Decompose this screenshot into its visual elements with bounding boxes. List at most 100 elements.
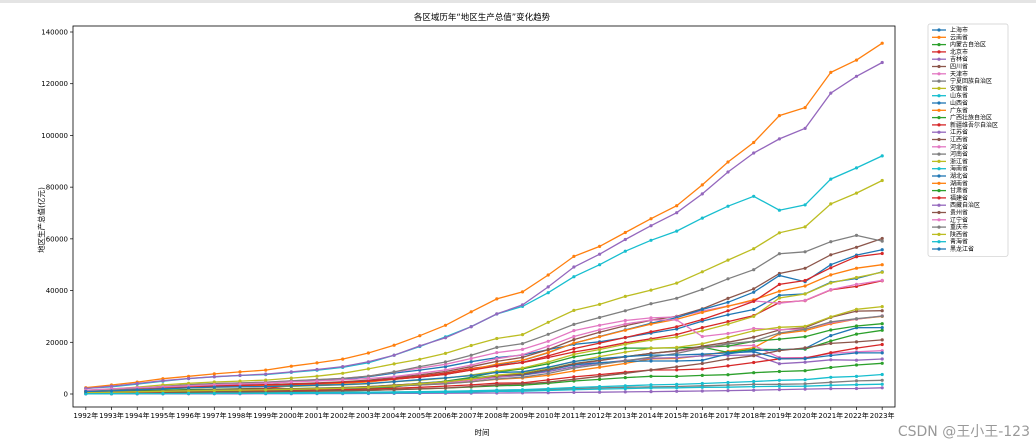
legend-marker [937, 218, 941, 222]
data-point [289, 391, 293, 395]
data-point [854, 166, 859, 170]
data-point [366, 381, 370, 386]
data-point [726, 385, 730, 389]
data-point [520, 375, 525, 379]
data-point [829, 380, 833, 384]
data-point [829, 177, 833, 181]
data-point [212, 388, 216, 393]
legend-marker [937, 130, 941, 134]
data-point [700, 317, 704, 322]
data-point [777, 231, 782, 235]
data-point [726, 342, 730, 346]
data-point [675, 389, 679, 393]
data-point [135, 381, 139, 386]
data-point [469, 390, 473, 394]
data-point [469, 363, 473, 367]
data-point [803, 324, 807, 328]
y-tick-label: 140000 [41, 29, 68, 37]
data-point [495, 389, 499, 393]
x-tick-label: 2001年 [305, 411, 330, 420]
data-point [829, 375, 833, 379]
data-point [341, 365, 345, 369]
data-point [418, 357, 422, 361]
data-point [700, 216, 704, 220]
data-point [777, 362, 782, 366]
data-point [238, 391, 242, 395]
data-point [854, 307, 859, 311]
data-point [726, 320, 730, 324]
legend-label: 湖北省 [950, 172, 968, 180]
data-point [443, 336, 448, 340]
legend-label: 内蒙古自治区 [950, 41, 986, 49]
legend-label: 辽宁省 [950, 216, 968, 224]
data-point [366, 351, 370, 355]
data-point [572, 322, 576, 326]
data-point [392, 362, 396, 366]
legend-label: 江西省 [950, 136, 968, 144]
x-tick-label: 1994年 [125, 411, 150, 420]
data-point [752, 350, 756, 354]
data-point [829, 358, 833, 362]
data-point [854, 351, 859, 355]
legend-marker [937, 79, 941, 83]
data-point [443, 386, 448, 390]
legend-marker [937, 43, 941, 47]
x-tick-label: 2002年 [330, 411, 355, 420]
data-point [752, 388, 756, 392]
data-point [623, 384, 627, 388]
legend-label: 河北省 [950, 143, 968, 151]
data-point [289, 387, 293, 391]
plot-area [72, 25, 896, 408]
data-point [880, 270, 884, 274]
data-point [675, 386, 679, 390]
data-point [726, 357, 730, 361]
legend-label: 河南省 [950, 150, 968, 158]
data-point [443, 390, 448, 394]
data-point [598, 362, 602, 367]
series-layer [84, 41, 884, 396]
legend-label: 山东省 [950, 92, 968, 100]
data-point [623, 387, 627, 391]
data-point [598, 328, 602, 332]
data-point [649, 374, 653, 378]
legend-label: 天津市 [950, 70, 968, 78]
data-point [880, 278, 884, 282]
data-point [700, 381, 704, 386]
data-point [495, 377, 499, 381]
data-point [572, 341, 576, 345]
data-point [264, 368, 268, 372]
data-point [623, 237, 627, 242]
data-point [675, 345, 679, 349]
series-line [84, 350, 884, 394]
data-point [752, 140, 756, 145]
series-path [85, 252, 883, 393]
data-point [418, 378, 422, 382]
data-point [469, 310, 473, 314]
data-point [700, 358, 704, 362]
data-point [803, 106, 807, 110]
data-point [520, 389, 525, 393]
series-line [84, 60, 884, 391]
data-point [675, 204, 679, 208]
data-point [392, 343, 396, 347]
data-point [777, 388, 782, 392]
data-point [880, 338, 884, 342]
data-point [700, 310, 704, 314]
data-point [161, 379, 165, 383]
data-point [829, 91, 833, 95]
data-point [520, 303, 525, 307]
x-tick-label: 2020年 [793, 411, 818, 420]
data-point [854, 332, 859, 336]
data-point [649, 322, 653, 326]
data-point [469, 356, 473, 361]
chart-title: 各区域历年“地区生产总值”变化趋势 [414, 12, 551, 23]
data-point [700, 342, 704, 346]
data-point [598, 302, 602, 306]
data-point [366, 374, 370, 378]
data-point [700, 346, 704, 350]
data-point [572, 355, 576, 359]
series-line [84, 251, 884, 394]
data-point [623, 328, 627, 332]
data-point [854, 346, 859, 350]
legend-label: 贵州省 [950, 209, 968, 217]
